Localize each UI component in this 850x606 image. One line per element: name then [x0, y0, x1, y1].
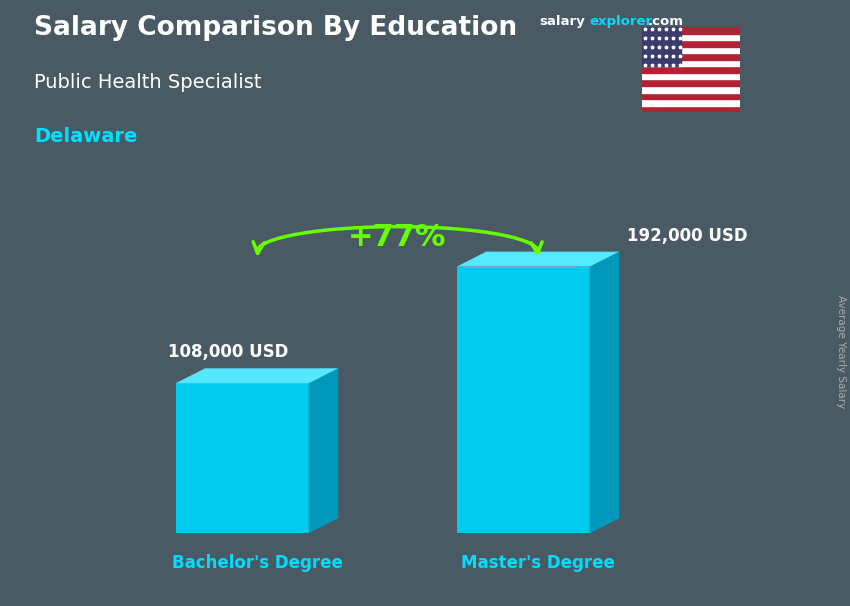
- Bar: [642, 47, 740, 53]
- Bar: [642, 27, 740, 34]
- Text: salary: salary: [540, 15, 586, 28]
- Bar: [642, 34, 740, 41]
- Bar: [642, 99, 740, 105]
- Text: Delaware: Delaware: [34, 127, 138, 146]
- Polygon shape: [456, 267, 590, 533]
- Bar: [642, 93, 740, 99]
- Text: Public Health Specialist: Public Health Specialist: [34, 73, 262, 92]
- Text: Salary Comparison By Education: Salary Comparison By Education: [34, 15, 517, 41]
- Polygon shape: [176, 368, 338, 383]
- Bar: [642, 105, 740, 112]
- Polygon shape: [456, 251, 620, 267]
- Text: Master's Degree: Master's Degree: [461, 554, 615, 572]
- Text: +77%: +77%: [348, 224, 447, 252]
- Bar: [642, 41, 740, 47]
- Bar: [642, 60, 740, 67]
- Text: explorer: explorer: [589, 15, 652, 28]
- Bar: [642, 73, 740, 79]
- Polygon shape: [309, 368, 338, 533]
- Bar: [642, 67, 740, 73]
- Polygon shape: [590, 251, 620, 533]
- Text: 108,000 USD: 108,000 USD: [168, 344, 289, 361]
- Polygon shape: [176, 383, 309, 533]
- Bar: [642, 53, 740, 60]
- Text: Bachelor's Degree: Bachelor's Degree: [172, 554, 343, 572]
- Text: .com: .com: [648, 15, 683, 28]
- Text: 192,000 USD: 192,000 USD: [626, 227, 747, 245]
- Text: Average Yearly Salary: Average Yearly Salary: [836, 295, 846, 408]
- Bar: [642, 27, 681, 67]
- Bar: [642, 79, 740, 86]
- Bar: [642, 86, 740, 93]
